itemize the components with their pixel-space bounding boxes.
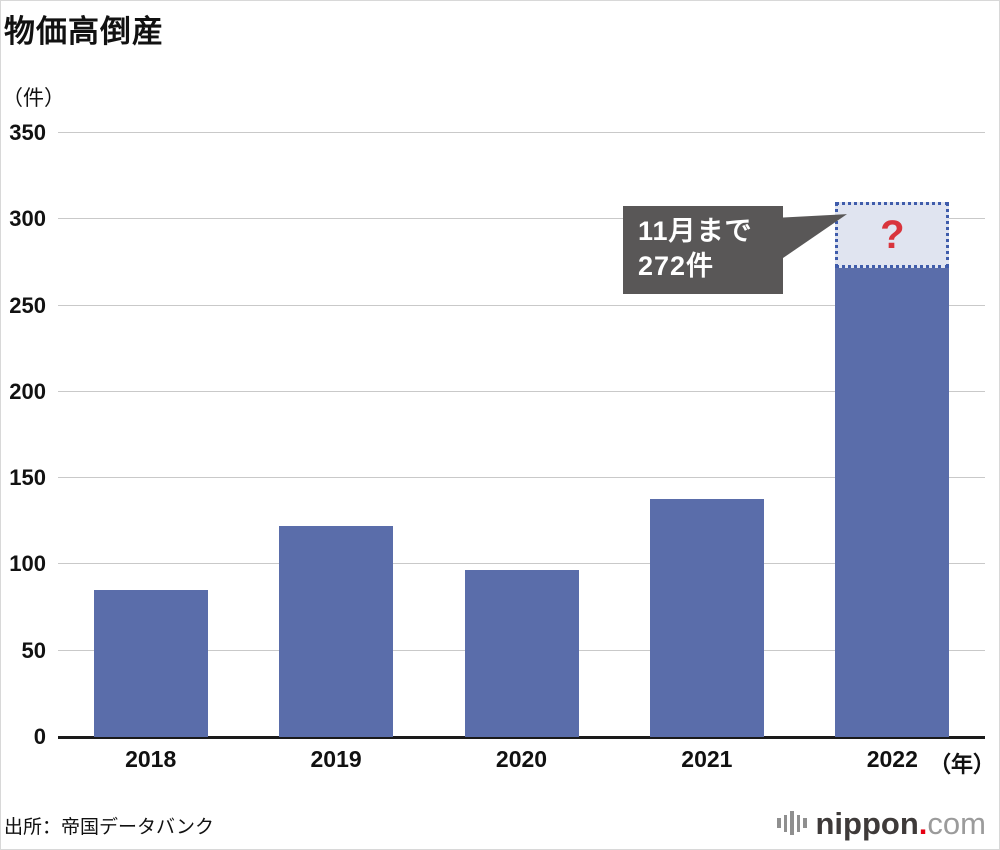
annotation-line2: 272件 (638, 251, 715, 281)
gridline (58, 563, 985, 565)
source-credit: 出所：帝国データバンク (4, 817, 214, 838)
y-tick-label: 350 (9, 120, 46, 145)
y-tick-label: 150 (9, 465, 46, 491)
nippon-com-logo-icon (777, 809, 807, 837)
gridline (58, 390, 985, 392)
y-axis-labels: 0 50 100 150 200 250 300 350 (0, 120, 46, 749)
question-mark: ? (880, 212, 905, 257)
gridline (58, 132, 985, 133)
y-tick-label: 50 (21, 637, 46, 663)
y-tick-label: 100 (9, 551, 46, 577)
x-tick-label: 2021 (681, 746, 733, 772)
y-tick-label: 300 (9, 206, 46, 232)
projection-box: ? (835, 202, 950, 268)
logo-name: nippon (815, 805, 919, 841)
x-tick-label: 2019 (310, 746, 362, 772)
x-tick-label: 2018 (125, 746, 177, 772)
y-tick-label: 0 (33, 724, 46, 749)
chart-title: 物価高倒産 (4, 14, 164, 49)
logo-dot: . (918, 805, 928, 841)
y-tick-label: 200 (9, 378, 46, 404)
annotation-line1: 11月まで (638, 216, 753, 246)
bar-2022 (835, 267, 950, 737)
nippon-com-logo: nippon.com (777, 802, 986, 844)
y-axis-unit-label: （件） (2, 87, 65, 110)
bar-2019 (279, 526, 394, 737)
y-tick-label: 250 (9, 292, 46, 318)
bar-2021 (649, 498, 764, 737)
gridline (58, 304, 985, 306)
gridline (58, 218, 985, 220)
x-tick-label: 2022 (866, 746, 918, 772)
logo-tld: com (927, 805, 986, 841)
bar-2020 (464, 569, 579, 737)
x-axis-unit-label: （年） (928, 752, 995, 777)
x-axis-line (58, 736, 985, 739)
x-axis-labels: （年） 2018 2019 2020 2021 2022 (58, 746, 995, 780)
nippon-com-logo-text: nippon.com (816, 808, 987, 839)
bar-2018 (93, 590, 208, 737)
annotation-callout: 11月まで 272件 (623, 206, 783, 294)
x-tick-label: 2020 (495, 746, 548, 772)
plot-area: ? (58, 132, 985, 739)
gridline (58, 477, 985, 479)
